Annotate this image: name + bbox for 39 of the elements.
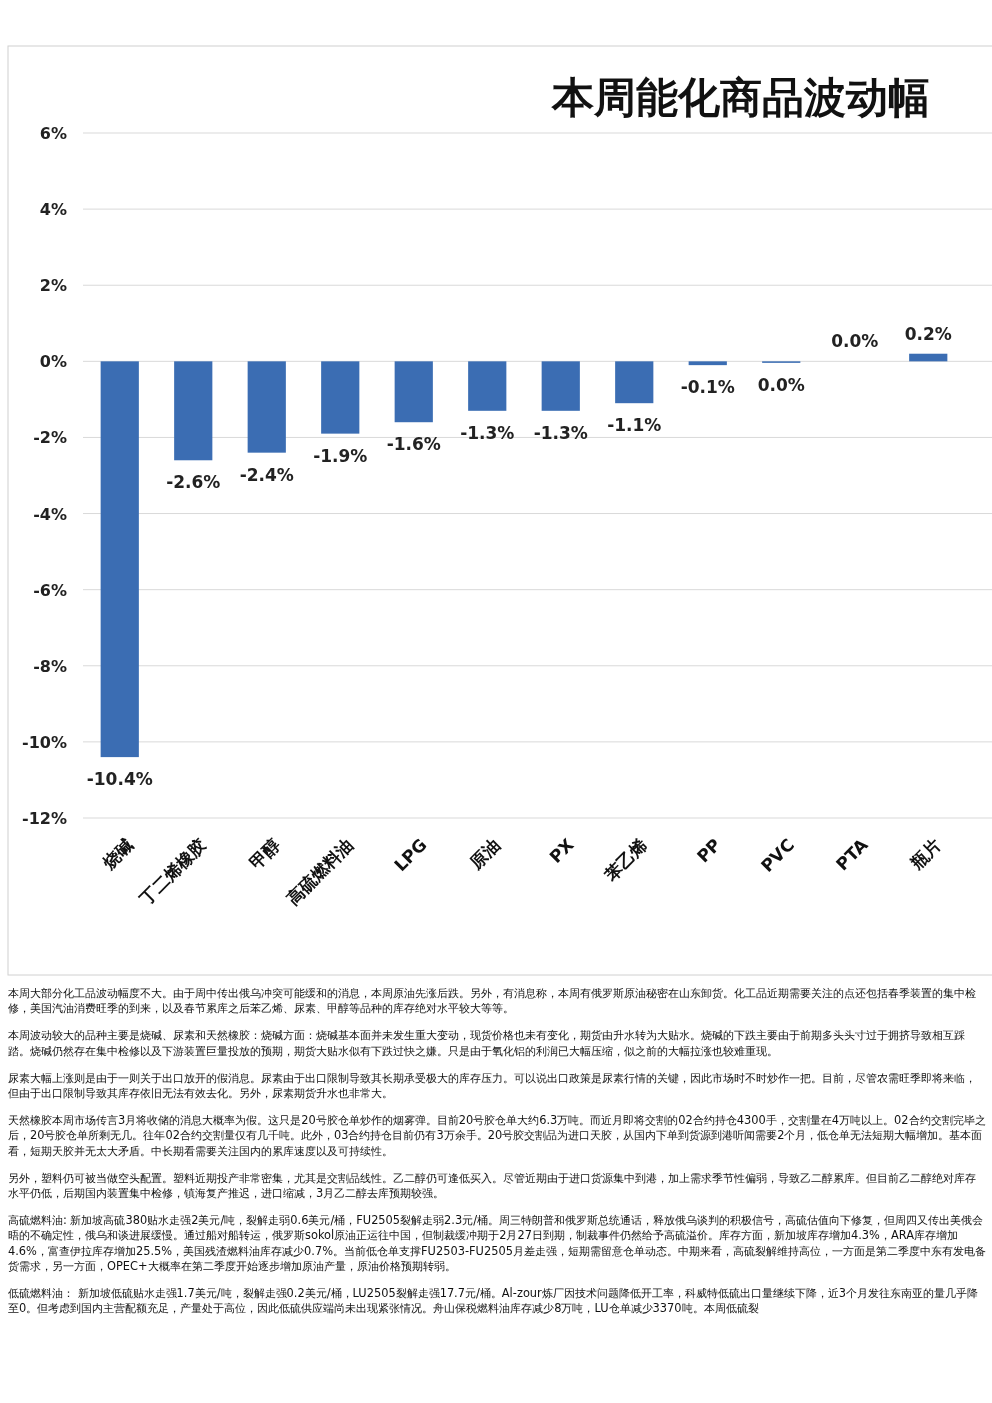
- y-tick-label: -4%: [33, 504, 67, 524]
- data-label: -1.9%: [313, 445, 368, 466]
- data-label: -1.3%: [460, 422, 515, 443]
- x-tick-label: 瓶片: [906, 834, 946, 874]
- data-label: 0.0%: [831, 331, 879, 352]
- text: 本周大部分化工品波动幅度不大。由于周中传出俄乌冲突可能缓和的消息，本周原油先涨后跌。另外，有消息称，本周有俄罗斯原油秘密在山东卸货。化工品近期需要关注的点还包括春季装置的集中检修，美国汽油消费旺季的到来，以及春节累库之后苯乙烯、尿素、甲醇等品种的库存绝对水平较大等等。: [8, 986, 977, 1017]
- y-tick-label: 2%: [39, 276, 67, 296]
- x-tick-label: 丁二烯橡胶: [135, 834, 211, 910]
- y-tick-label: 4%: [39, 200, 67, 220]
- data-label: -0.1%: [680, 377, 735, 398]
- data-label: -2.6%: [166, 472, 221, 493]
- x-tick-label: 原油: [465, 834, 505, 874]
- data-label: -1.1%: [607, 415, 662, 436]
- y-tick-label: -6%: [33, 580, 67, 600]
- data-label: -1.6%: [386, 434, 441, 455]
- y-tick-label: 6%: [39, 124, 67, 143]
- x-tick-label: PX: [545, 834, 578, 867]
- chart-title: 本周能化商品波动幅: [551, 75, 930, 121]
- text: 高硫燃料油: 新加坡高硫380贴水走强2美元/吨，裂解走弱0.6美元/桶，FU2505裂解走弱2.3元/桶。周三特朗普和俄罗斯总统通话，释放俄乌谈判的积极信号，高硫估值向下修复，但周四又传出美俄会晤的不确定性，俄乌和谈进展缓慢。通过船对船转运，俄罗斯sokol原油正运往中国，但制裁缓冲期于2月27日到期，制裁事件仍然给予高硫溢价。库存方面，新加坡库存增加4.3%，ARA库存增加4.6%，富查伊拉库存增加25.5%，美国残渣燃料油库存减少0.7%。当前低仓单支撑FU2503-FU2505月差走强，短期需留意仓单动态。中期来看，高硫裂解维持高位，一方面是第二季度中东有发电备货需求，另一方面，OPEC+大概率在第二季度开始逐步增加原油产量，原油价格预期转弱。: [8, 1213, 986, 1275]
- data-label: 0.0%: [757, 374, 805, 395]
- y-tick-label: -12%: [22, 809, 67, 828]
- y-tick-label: 0%: [39, 352, 67, 372]
- data-label: -1.3%: [533, 422, 588, 443]
- y-tick-label: -10%: [22, 732, 67, 752]
- text: 本周波动较大的品种主要是烧碱、尿素和天然橡胶：烧碱方面：烧碱基本面并未发生重大变动，现货价格也未有变化，期货由升水转为大贴水。烧碱的下跌主要由于前期多头头寸过于拥挤导致相互踩踏。烧碱仍然存在集中检修以及下游装置巨量投放的预期，期货大贴水似有下跌过快之嫌。只是由于氧化铝的利润已大幅压缩，似之前的大幅拉涨也较难重现。: [8, 1028, 966, 1059]
- y-tick-label: -8%: [33, 656, 67, 676]
- data-label: -2.4%: [239, 464, 294, 485]
- data-label: 0.2%: [904, 323, 952, 344]
- x-tick-label: 高硫燃料油: [282, 834, 358, 909]
- y-tick-label: -2%: [33, 428, 67, 448]
- text: 低硫燃料油： 新加坡低硫贴水走强1.7美元/吨，裂解走强0.2美元/桶，LU2505裂解走强17.7元/桶。Al-zour炼厂因技术问题降低开工率，科威特低硫出口量继续下降，近3个月发往东南亚的量几乎降至0。但考虑到国内主营配额充足，产量处于高位，因此低硫供应端尚未出现紧张情况。舟山保税燃料油库存减少8万吨，LU仓单减少3370吨。本周低硫裂: [8, 1286, 979, 1317]
- text: 尿素大幅上涨则是由于一则关于出口放开的假消息。尿素由于出口限制导致其长期承受极大的库存压力。可以说出口政策是尿素行情的关键，因此市场时不时炒作一把。目前，尽管农需旺季即将来临，但由于出口限制导致其库存依旧无法有效去化。另外，尿素期货升水也非常大。: [8, 1070, 977, 1102]
- data-label: -10.4%: [86, 769, 153, 790]
- text: 天然橡胶本周市场传言3月将收储的消息大概率为假。这只是20号胶仓单炒作的烟雾弹。目前20号胶仓单大约6.3万吨。而近月即将交割的02合约持仓4300手，交割量在4万吨以上。02合约交割完毕之后，20号胶仓单所剩无几。往年02合约交割量仅有几千吨。此外，03合约持仓目前仍有3万余手。20号胶交割品为进口天胶，从国内下单到货源到港听闻需要2个月，低仓单无法短期大幅增加。基本面看，短期天胶并无太大矛盾。中长期看需要关注国内的累库速度以及可持续性。: [8, 1113, 986, 1159]
- text: 另外，塑料仍可被当做空头配置。塑料近期投产非常密集，尤其是交割品线性。乙二醇仍可逢低买入。尽管近期由于进口货源集中到港，加上需求季节性偏弱，导致乙二醇累库。但目前乙二醇绝对库存水平仍低，后期国内装置集中检修，镇海复产推迟，进口缩减，3月乙二醇去库预期较强。: [8, 1170, 977, 1202]
- x-tick-label: 甲醇: [245, 834, 284, 873]
- x-tick-label: PP: [692, 834, 725, 867]
- x-tick-label: 烧碱: [97, 834, 137, 874]
- x-tick-label: 苯乙烯: [600, 834, 652, 886]
